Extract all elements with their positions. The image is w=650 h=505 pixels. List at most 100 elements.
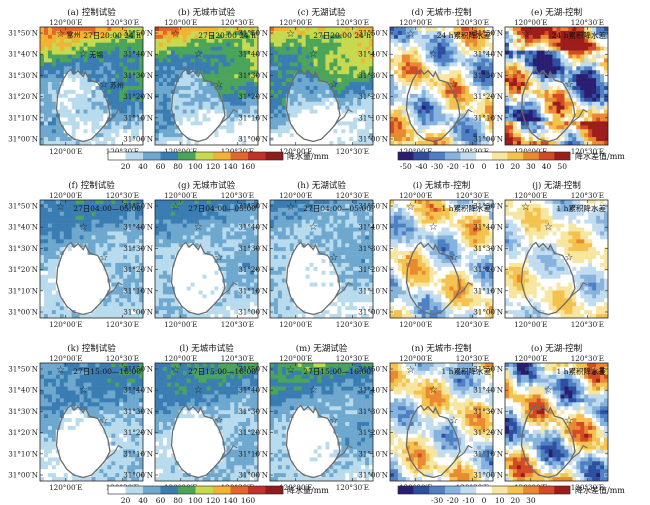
grid-cell <box>59 255 65 260</box>
grid-cell <box>47 109 53 114</box>
grid-cell <box>401 82 407 87</box>
grid-cell <box>135 74 140 79</box>
grid-cell <box>604 117 608 122</box>
grid-cell <box>210 62 215 67</box>
grid-cell <box>293 125 299 130</box>
grid-cell <box>71 255 76 260</box>
grid-cell <box>568 141 573 145</box>
grid-cell <box>369 66 373 71</box>
grid-cell <box>512 141 518 145</box>
grid-cell <box>337 62 342 67</box>
grid-cell <box>297 141 302 145</box>
grid-cell <box>139 34 143 40</box>
grid-cell <box>325 105 330 110</box>
grid-cell <box>230 89 235 95</box>
grid-cell <box>353 66 358 71</box>
grid-cell <box>103 200 108 205</box>
grid-cell <box>43 58 49 63</box>
grid-cell <box>155 58 160 63</box>
grid-cell <box>91 42 96 47</box>
grid-cell <box>107 270 112 276</box>
grid-cell <box>417 109 422 114</box>
grid-cell <box>242 137 247 142</box>
grid-cell <box>178 58 184 63</box>
grid-cell <box>234 129 239 134</box>
grid-cell <box>123 219 128 224</box>
grid-cell <box>182 78 187 83</box>
grid-cell <box>170 62 176 67</box>
x-tick-label-bottom: 120°00′E <box>399 147 432 156</box>
grid-cell <box>95 38 100 44</box>
grid-cell <box>99 298 104 303</box>
grid-cell <box>337 117 342 122</box>
grid-cell <box>552 27 557 32</box>
grid-cell <box>139 105 143 110</box>
grid-cell <box>329 113 334 118</box>
grid-cell <box>111 50 116 55</box>
grid-cell <box>119 306 124 311</box>
grid-cell <box>345 82 350 87</box>
grid-cell <box>477 42 482 47</box>
grid-cell <box>59 89 65 95</box>
grid-cell <box>584 38 589 44</box>
grid-cell <box>115 231 120 236</box>
grid-cell <box>218 141 223 145</box>
y-tick-label: 31°30′N <box>8 71 38 80</box>
grid-cell <box>441 133 446 138</box>
grid-cell <box>91 310 96 315</box>
grid-cell <box>508 121 514 126</box>
grid-cell <box>119 294 124 299</box>
grid-cell <box>43 121 49 126</box>
grid-cell <box>115 97 120 103</box>
grid-cell <box>552 113 557 118</box>
grid-cell <box>91 74 96 79</box>
grid-cell <box>369 70 373 75</box>
grid-cell <box>242 89 247 95</box>
grid-cell <box>365 66 370 71</box>
grid-cell <box>127 46 132 51</box>
grid-cell <box>51 255 57 260</box>
grid-cell <box>51 294 57 299</box>
grid-cell <box>270 113 275 118</box>
grid-cell <box>162 133 168 138</box>
grid-cell <box>47 113 53 118</box>
grid-cell <box>481 109 486 114</box>
grid-cell <box>186 86 191 91</box>
grid-cell <box>548 137 553 142</box>
grid-cell <box>461 141 466 145</box>
grid-cell <box>107 219 112 224</box>
grid-cell <box>512 46 518 51</box>
grid-cell <box>246 62 251 67</box>
grid-cell <box>40 70 45 75</box>
grid-cell <box>131 133 136 138</box>
grid-cell <box>75 262 80 268</box>
grid-cell <box>79 294 84 299</box>
grid-cell <box>131 266 136 272</box>
grid-cell <box>477 117 482 122</box>
grid-cell <box>293 50 299 55</box>
grid-cell <box>43 82 49 87</box>
grid-cell <box>51 219 57 224</box>
grid-cell <box>103 231 108 236</box>
grid-cell <box>83 203 88 209</box>
grid-cell <box>115 101 120 106</box>
grid-cell <box>321 137 326 142</box>
grid-cell <box>123 82 128 87</box>
grid-cell <box>548 27 553 32</box>
grid-cell <box>158 207 164 213</box>
grid-cell <box>390 121 395 126</box>
grid-cell <box>425 62 430 67</box>
grid-cell <box>508 82 514 87</box>
grid-cell <box>528 42 534 47</box>
grid-cell <box>477 34 482 40</box>
grid-cell <box>469 97 474 103</box>
grid-cell <box>393 46 399 51</box>
grid-cell <box>63 270 69 276</box>
grid-cell <box>481 97 486 103</box>
grid-cell <box>317 50 322 55</box>
grid-cell <box>393 54 399 59</box>
grid-cell <box>273 30 279 36</box>
grid-cell <box>246 207 251 213</box>
grid-cell <box>234 74 239 79</box>
grid-cell <box>297 58 302 63</box>
